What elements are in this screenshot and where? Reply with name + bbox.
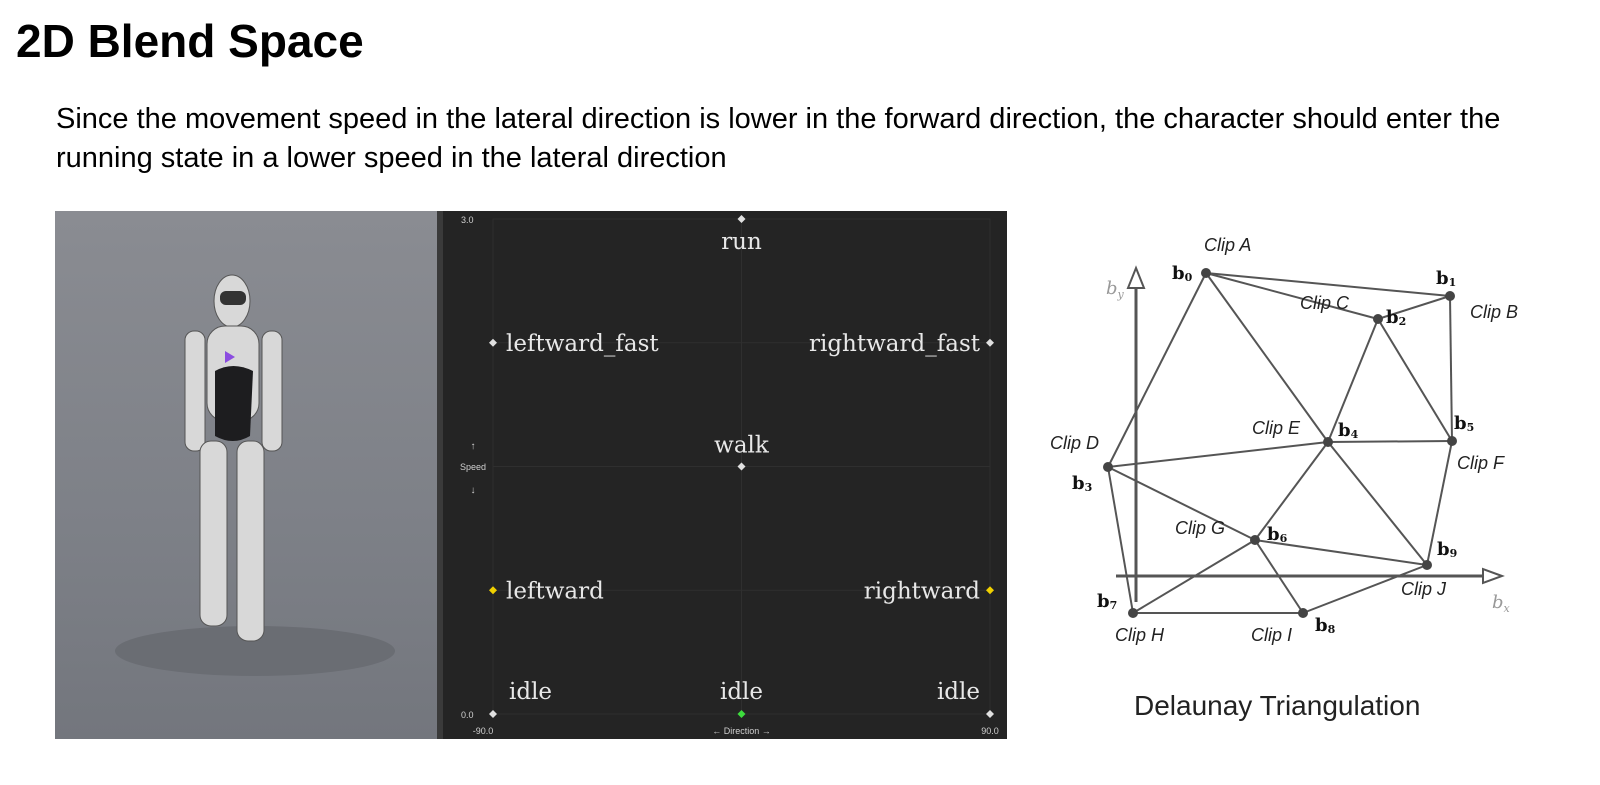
y-axis-label: by <box>1106 278 1125 301</box>
sample-diamond-icon <box>986 586 994 595</box>
triangulation-edge <box>1377 318 1453 442</box>
clip-label: Clip J <box>1401 579 1447 599</box>
node-b7 <box>1128 608 1138 618</box>
b-label: b6 <box>1267 524 1288 545</box>
slide-subtitle: Since the movement speed in the lateral … <box>56 103 1501 174</box>
node-b8 <box>1298 608 1308 618</box>
sample-diamond-icon <box>737 215 746 223</box>
y-max-label: 3.0 <box>461 215 474 225</box>
sample-point-leftward_fast[interactable]: leftward_fast <box>489 331 659 357</box>
triangulation-edge <box>1132 539 1256 614</box>
node-b5 <box>1447 436 1457 446</box>
triangulation-edge <box>1205 272 1329 443</box>
x-min-label: -90.0 <box>473 726 494 736</box>
triangulation-edge <box>1426 440 1453 566</box>
b-label: b0 <box>1172 263 1193 284</box>
node-b6 <box>1250 535 1260 545</box>
diagram-caption: Delaunay Triangulation <box>1134 690 1421 721</box>
triangulation-edge <box>1327 318 1379 443</box>
triangulation-edge <box>1205 272 1451 297</box>
sample-diamond-icon <box>737 710 746 718</box>
sample-point-rightward_fast[interactable]: rightward_fast <box>809 331 994 357</box>
triangulation-edge <box>1254 539 1428 566</box>
triangulation-edge <box>1107 466 1256 541</box>
x-max-label: 90.0 <box>981 726 999 736</box>
b-label: b9 <box>1437 539 1457 560</box>
sample-diamond-icon <box>489 338 497 347</box>
sample-label: rightward <box>864 578 981 604</box>
sample-point-idle[interactable]: idle <box>489 679 552 718</box>
sample-point-rightward[interactable]: rightward <box>864 578 994 604</box>
character-viewport <box>55 211 437 739</box>
sample-point-run[interactable]: run <box>721 215 762 255</box>
triangulation-edge <box>1107 441 1329 468</box>
sample-point-leftward[interactable]: leftward <box>489 578 604 604</box>
slide-title: 2D Blend Space <box>16 15 364 67</box>
clip-label: Clip E <box>1252 418 1301 438</box>
sample-diamond-icon <box>737 462 746 471</box>
b-label: b5 <box>1454 413 1474 434</box>
node-b9 <box>1422 560 1432 570</box>
triangulation-edge <box>1107 272 1207 468</box>
node-b3 <box>1103 462 1113 472</box>
node-b4 <box>1323 437 1333 447</box>
x-axis-label: bx <box>1492 592 1511 615</box>
y-axis-label: Speed <box>460 462 486 472</box>
robot-character-image <box>115 274 395 676</box>
arrow-down-icon: ↓ <box>471 485 476 496</box>
sample-diamond-icon <box>489 710 497 718</box>
clip-label: Clip D <box>1050 433 1099 453</box>
b-label: b3 <box>1072 473 1092 494</box>
clip-label: Clip B <box>1470 302 1518 322</box>
sample-label: rightward_fast <box>809 331 981 357</box>
sample-diamond-icon <box>986 710 994 718</box>
triangulation-edge <box>1254 441 1329 541</box>
arrow-up-icon: ↑ <box>471 441 476 452</box>
triangulation-edge <box>1107 466 1134 614</box>
sample-label: walk <box>714 433 770 459</box>
triangulation-edge <box>1327 440 1453 443</box>
sample-label: idle <box>720 679 763 705</box>
b-label: b7 <box>1097 591 1117 612</box>
sample-label: run <box>721 229 762 255</box>
triangulation-edge <box>1377 295 1451 320</box>
sample-point-idle[interactable]: idle <box>937 679 994 718</box>
blend-space-editor[interactable]: 3.0 0.0 -90.0 90.0 Speed ↑ ↓ ← Direction → run le… <box>437 211 1007 739</box>
clip-label: Clip F <box>1457 453 1505 473</box>
x-axis-arrow-icon <box>1482 567 1505 585</box>
triangulation-edge <box>1205 272 1379 320</box>
b-label: b8 <box>1315 615 1336 636</box>
sample-diamond-icon <box>986 338 994 347</box>
x-axis-label: ← Direction → <box>712 726 771 736</box>
node-b0 <box>1201 268 1211 278</box>
sample-point-idle[interactable]: idle <box>720 679 763 718</box>
sample-point-walk[interactable]: walk <box>714 433 770 471</box>
triangulation-edge <box>1254 539 1304 614</box>
clip-label: Clip H <box>1115 625 1165 645</box>
triangulation-edge <box>1449 295 1453 442</box>
sample-diamond-icon <box>489 586 497 595</box>
node-b2 <box>1373 314 1383 324</box>
y-axis-arrow-icon <box>1126 265 1146 289</box>
clip-label: Clip G <box>1175 518 1225 538</box>
triangulation-edge <box>1327 441 1428 566</box>
sample-label: leftward_fast <box>506 331 659 357</box>
clip-label: Clip I <box>1251 625 1292 645</box>
sample-label: leftward <box>506 578 604 604</box>
b-label: b1 <box>1436 268 1456 289</box>
node-b1 <box>1445 291 1455 301</box>
b-label: b4 <box>1338 420 1359 441</box>
clip-label: Clip A <box>1204 235 1251 255</box>
triangulation-edge <box>1302 564 1428 614</box>
clip-label: Clip C <box>1300 293 1350 313</box>
sample-label: idle <box>509 679 552 705</box>
sample-label: idle <box>937 679 980 705</box>
y-min-label: 0.0 <box>461 710 474 720</box>
